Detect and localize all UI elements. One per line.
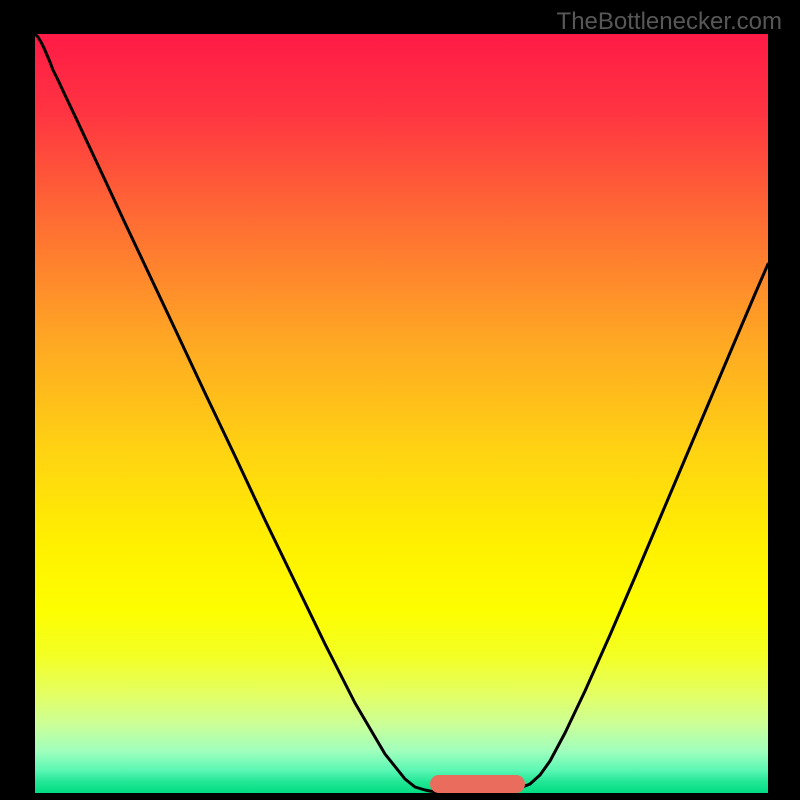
curve-overlay [35, 34, 768, 793]
optimal-range-marker [430, 775, 525, 793]
bottleneck-curve [35, 34, 768, 793]
plot-area [35, 34, 768, 793]
chart-container: TheBottlenecker.com [0, 0, 800, 800]
watermark-text: TheBottlenecker.com [557, 8, 782, 36]
